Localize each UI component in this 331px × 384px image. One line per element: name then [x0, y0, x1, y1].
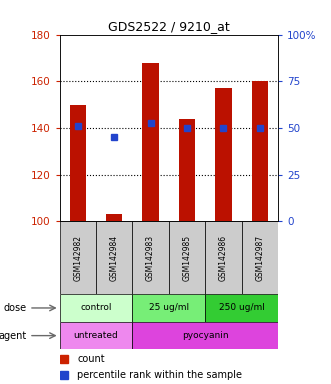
Text: GSM142987: GSM142987 [255, 235, 264, 281]
Bar [132, 322, 278, 349]
Bar [106, 214, 122, 221]
Text: pyocyanin: pyocyanin [182, 331, 228, 340]
Bar [132, 294, 205, 322]
Text: percentile rank within the sample: percentile rank within the sample [77, 370, 242, 381]
Text: GSM142982: GSM142982 [73, 235, 82, 281]
Bar [179, 119, 195, 221]
Text: agent: agent [0, 331, 27, 341]
Text: GSM142986: GSM142986 [219, 235, 228, 281]
Text: dose: dose [4, 303, 27, 313]
Bar [142, 63, 159, 221]
Bar [132, 221, 169, 294]
Bar [70, 104, 86, 221]
Text: GSM142983: GSM142983 [146, 235, 155, 281]
Text: control: control [80, 303, 112, 313]
Bar [205, 294, 278, 322]
Text: untreated: untreated [73, 331, 118, 340]
Bar [60, 322, 132, 349]
Bar [60, 294, 132, 322]
Title: GDS2522 / 9210_at: GDS2522 / 9210_at [108, 20, 230, 33]
Bar [169, 221, 205, 294]
Text: 250 ug/ml: 250 ug/ml [219, 303, 264, 313]
Text: GSM142985: GSM142985 [182, 235, 192, 281]
Text: 25 ug/ml: 25 ug/ml [149, 303, 189, 313]
Bar [205, 221, 242, 294]
Bar [252, 81, 268, 221]
Text: GSM142984: GSM142984 [110, 235, 119, 281]
Bar [96, 221, 132, 294]
Bar [60, 221, 96, 294]
Bar [215, 88, 232, 221]
Text: count: count [77, 354, 105, 364]
Bar [242, 221, 278, 294]
